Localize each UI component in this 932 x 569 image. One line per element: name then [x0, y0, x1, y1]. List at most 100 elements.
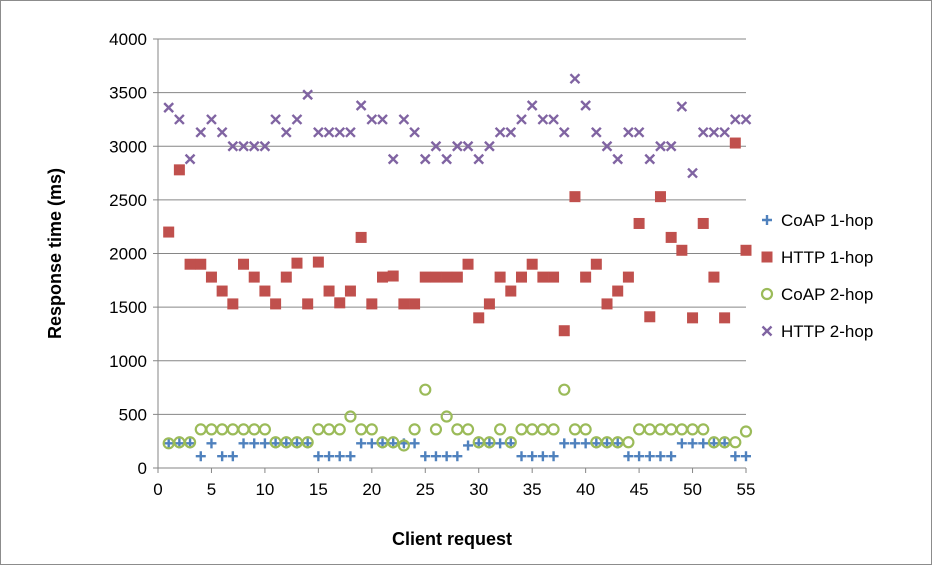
point-http-2-hop: [334, 126, 346, 138]
point-coap-1-hop: [666, 451, 677, 462]
point-http-1-hop: [366, 298, 378, 310]
point-coap-1-hop: [730, 451, 741, 462]
point-http-1-hop: [494, 271, 506, 283]
point-coap-2-hop: [205, 423, 218, 436]
point-http-1-hop: [729, 137, 741, 149]
point-http-1-hop: [259, 285, 271, 297]
point-coap-2-hop: [643, 423, 656, 436]
series-coap-1-hop: [163, 438, 751, 462]
point-http-1-hop: [173, 164, 185, 176]
point-http-1-hop: [569, 191, 581, 203]
point-coap-1-hop: [195, 451, 206, 462]
point-coap-2-hop: [536, 423, 549, 436]
point-coap-1-hop: [324, 451, 335, 462]
y-tick-label: 3500: [109, 84, 147, 103]
point-http-2-hop: [430, 140, 442, 152]
point-http-1-hop: [312, 256, 324, 268]
point-http-2-hop: [708, 126, 720, 138]
point-http-1-hop: [515, 271, 527, 283]
point-http-1-hop: [719, 312, 731, 324]
point-coap-2-hop: [547, 423, 560, 436]
point-http-2-hop: [313, 126, 324, 138]
point-coap-1-hop: [644, 451, 655, 462]
legend-marker-coap-1-hop: [762, 215, 772, 225]
point-http-2-hop: [612, 153, 624, 165]
point-http-1-hop: [195, 258, 207, 270]
point-coap-2-hop: [397, 439, 410, 452]
point-http-1-hop: [451, 271, 463, 283]
point-coap-2-hop: [451, 423, 464, 436]
point-http-1-hop: [537, 271, 549, 283]
point-http-1-hop: [430, 271, 442, 283]
point-http-2-hop: [655, 140, 666, 152]
point-coap-2-hop: [697, 423, 710, 436]
point-coap-1-hop: [559, 438, 570, 449]
point-coap-2-hop: [333, 423, 346, 436]
y-axis-title: Response time (ms): [45, 168, 65, 339]
point-http-2-hop: [216, 126, 228, 138]
point-coap-1-hop: [537, 451, 548, 462]
point-coap-2-hop: [429, 423, 443, 436]
point-http-1-hop: [654, 191, 666, 203]
point-http-2-hop: [462, 140, 474, 152]
x-tick-labels: 0 5 10 15 20 25 30 35 40 45 50 55: [153, 480, 755, 499]
point-http-1-hop: [377, 271, 389, 283]
point-coap-2-hop: [408, 423, 421, 436]
point-http-1-hop: [323, 285, 335, 297]
point-http-2-hop: [633, 126, 645, 138]
point-coap-1-hop: [580, 438, 591, 449]
point-http-1-hop: [248, 271, 260, 283]
point-http-1-hop: [387, 270, 399, 282]
point-http-2-hop: [590, 126, 602, 138]
point-http-1-hop: [580, 271, 592, 283]
point-coap-2-hop: [483, 436, 496, 449]
point-http-2-hop: [302, 89, 314, 101]
point-http-1-hop: [398, 298, 410, 310]
x-tick-label: 30: [469, 480, 488, 499]
y-tick-label: 2500: [109, 191, 147, 210]
point-coap-1-hop: [420, 451, 431, 462]
point-coap-1-hop: [238, 438, 249, 449]
point-http-2-hop: [184, 153, 196, 165]
point-coap-1-hop: [259, 438, 270, 449]
point-coap-2-hop: [494, 423, 507, 436]
point-coap-2-hop: [194, 423, 207, 436]
point-http-1-hop: [163, 226, 175, 238]
point-http-1-hop: [676, 244, 688, 256]
legend-item-coap-1-hop: CoAP 1-hop: [762, 211, 873, 230]
point-http-2-hop: [163, 102, 175, 113]
axes: [153, 38, 747, 473]
point-http-1-hop: [505, 285, 517, 297]
point-coap-1-hop: [206, 438, 217, 449]
point-http-2-hop: [676, 101, 688, 112]
point-coap-1-hop: [163, 438, 174, 449]
point-coap-2-hop: [387, 436, 400, 449]
gridlines: [158, 38, 746, 415]
y-tick-labels: 0 500 1000 1500 2000 2500 3000 3500 4000: [109, 30, 147, 478]
point-coap-2-hop: [419, 383, 432, 396]
point-http-2-hop: [366, 114, 378, 125]
legend-label-http-2-hop: HTTP 2-hop: [781, 322, 873, 341]
point-coap-2-hop: [183, 436, 197, 449]
point-coap-2-hop: [440, 410, 453, 423]
point-coap-1-hop: [741, 451, 751, 462]
point-coap-1-hop: [249, 438, 260, 449]
point-coap-1-hop: [634, 451, 645, 462]
point-http-2-hop: [484, 140, 495, 152]
point-coap-2-hop: [729, 436, 742, 449]
legend-label-http-1-hop: HTTP 1-hop: [781, 248, 873, 267]
point-coap-1-hop: [698, 438, 709, 449]
point-http-2-hop: [516, 114, 527, 125]
point-http-1-hop: [419, 271, 431, 283]
series-http-2-hop: [163, 73, 752, 179]
point-coap-1-hop: [345, 451, 356, 462]
point-coap-1-hop: [548, 451, 559, 462]
point-http-1-hop: [644, 311, 656, 323]
point-coap-2-hop: [461, 423, 475, 436]
point-coap-1-hop: [334, 451, 345, 462]
legend-item-http-1-hop: HTTP 1-hop: [761, 248, 873, 267]
point-http-1-hop: [270, 298, 282, 310]
point-coap-1-hop: [687, 438, 698, 449]
point-http-2-hop: [451, 140, 463, 152]
